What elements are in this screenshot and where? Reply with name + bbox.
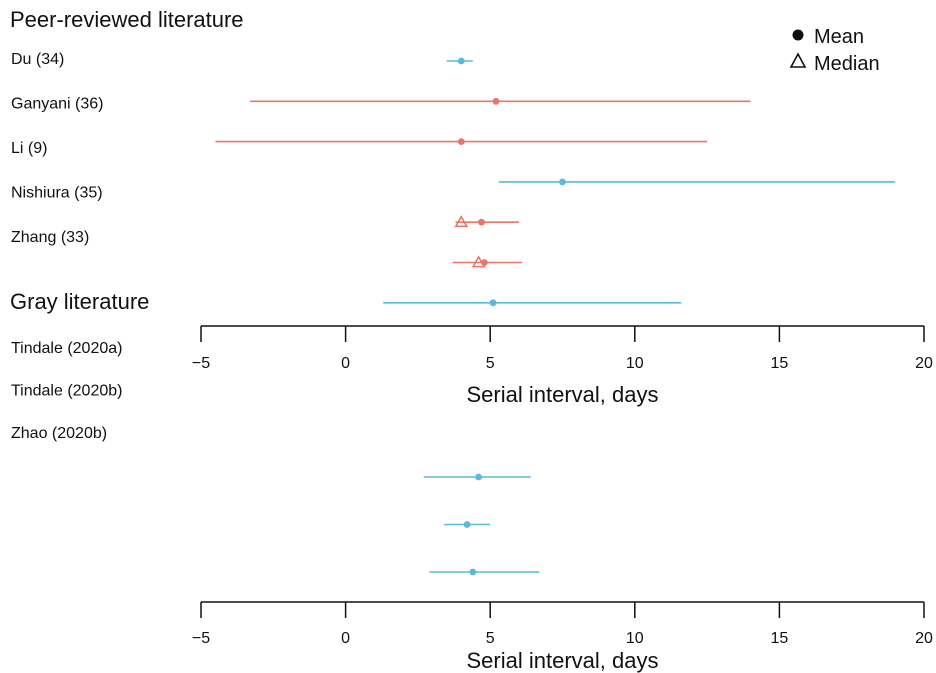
x-tick-label: 5 xyxy=(486,355,495,372)
legend-median-marker xyxy=(789,52,807,68)
x-axis-title: Serial interval, days xyxy=(467,648,659,673)
row-label: Du (34) xyxy=(11,51,64,68)
mean-point xyxy=(457,138,465,146)
x-tick-label: 10 xyxy=(626,355,644,372)
section-title: Gray literature xyxy=(10,289,149,314)
x-tick-label: 15 xyxy=(771,630,789,647)
row-label: Tindale (2020a) xyxy=(11,340,122,357)
section-title: Peer-reviewed literature xyxy=(10,7,244,32)
x-tick-label: 5 xyxy=(486,630,495,647)
mean-point xyxy=(492,97,500,105)
mean-point xyxy=(478,218,485,226)
x-tick-label: 0 xyxy=(341,630,350,647)
row-label: Zhao (2020b) xyxy=(11,425,107,442)
x-tick-label: 20 xyxy=(915,355,933,372)
row-label: Ganyani (36) xyxy=(11,96,104,113)
median-point xyxy=(471,255,486,268)
x-tick-label: 10 xyxy=(626,630,644,647)
mean-point xyxy=(469,568,477,576)
x-tick-label: −5 xyxy=(192,630,210,647)
mean-point xyxy=(463,521,471,528)
mean-point xyxy=(457,57,465,65)
x-tick-label: 15 xyxy=(771,355,789,372)
median-point xyxy=(454,215,469,228)
x-tick-label: 0 xyxy=(341,355,350,372)
mean-point xyxy=(489,299,497,307)
row-label: Li (9) xyxy=(11,140,47,157)
mean-point xyxy=(559,178,566,186)
x-tick-label: −5 xyxy=(192,355,210,372)
x-axis-title: Serial interval, days xyxy=(467,382,659,407)
row-label: Nishiura (35) xyxy=(11,185,103,202)
row-label: Tindale (2020b) xyxy=(11,383,122,400)
legend-mean-marker xyxy=(792,29,804,41)
legend-median-label: Median xyxy=(814,53,880,75)
legend-mean-label: Mean xyxy=(814,26,864,48)
row-label: Zhang (33) xyxy=(11,229,89,246)
mean-point xyxy=(475,473,483,481)
x-tick-label: 20 xyxy=(915,630,933,647)
